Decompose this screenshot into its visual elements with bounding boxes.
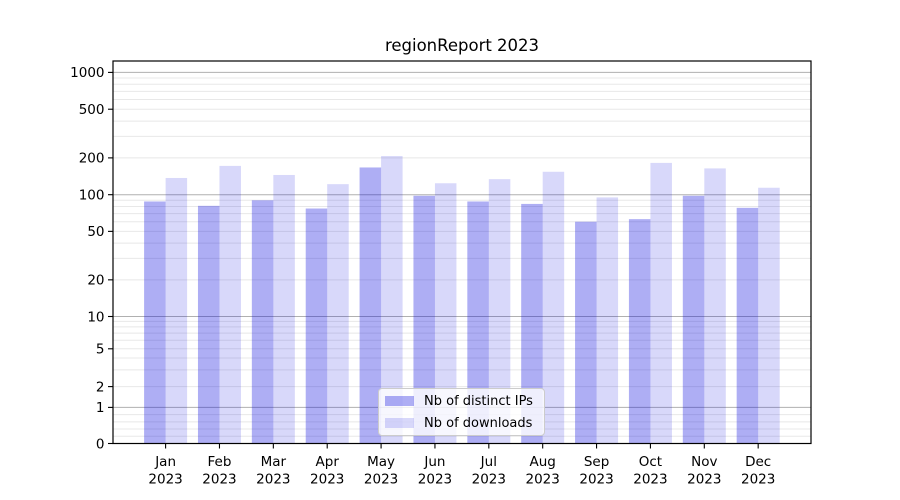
legend-swatch-downloads-icon (385, 417, 414, 429)
y-tick-label: 100 (79, 188, 105, 204)
x-tick-label-year: 2023 (256, 472, 290, 488)
x-tick-label-year: 2023 (687, 472, 721, 488)
x-tick-label-month: Jun (423, 454, 445, 470)
x-tick-label-year: 2023 (579, 472, 613, 488)
legend-label-distinct-ips: Nb of distinct IPs (424, 393, 533, 409)
y-tick-label: 5 (96, 342, 105, 358)
bar-downloads (596, 197, 619, 444)
bar-distinct-ips (251, 200, 274, 444)
bar-distinct-ips (575, 221, 597, 444)
bar-distinct-ips (413, 195, 435, 444)
x-tick-label-month: Dec (745, 454, 771, 470)
x-tick-label-year: 2023 (741, 472, 775, 488)
plot-border (112, 60, 812, 445)
x-tick-label-month: Aug (530, 454, 556, 470)
x-tick-label-year: 2023 (418, 472, 452, 488)
bar-downloads (381, 156, 403, 444)
x-tick-label-month: Oct (639, 454, 662, 470)
y-tick-label: 20 (87, 273, 104, 289)
bar-distinct-ips (197, 205, 220, 444)
bar-distinct-ips (467, 201, 489, 444)
y-tick-label: 1000 (70, 65, 104, 81)
y-tick-label: 2 (96, 379, 105, 395)
x-axis-ticks: Jan 2023 Feb 2023 Mar 2023 Apr 2023 May 2023 Jun 20… (148, 443, 775, 488)
x-tick-label-month: Apr (316, 454, 340, 470)
bar-downloads (434, 183, 457, 444)
chart-title: regionReport 2023 (384, 36, 540, 55)
y-tick-label: 0 (96, 436, 105, 452)
x-tick-label-month: Mar (261, 454, 287, 470)
x-tick-label-year: 2023 (633, 472, 667, 488)
x-tick-label-month: Sep (584, 454, 609, 470)
legend-swatch-distinct-ips-icon (385, 395, 414, 407)
bar-downloads (165, 177, 188, 444)
bar-downloads (542, 171, 565, 444)
bar-downloads (273, 174, 295, 444)
bar-downloads (488, 179, 511, 444)
y-tick-label: 1 (96, 400, 105, 416)
x-tick-label-year: 2023 (202, 472, 236, 488)
bar-downloads (219, 165, 241, 444)
y-tick-label: 10 (87, 309, 104, 325)
x-tick-label-month: Nov (691, 454, 717, 470)
bar-distinct-ips (628, 219, 651, 444)
y-tick-label: 500 (79, 102, 105, 118)
bar-distinct-ips (305, 208, 328, 444)
x-tick-label-year: 2023 (310, 472, 344, 488)
x-tick-label-month: May (367, 454, 395, 470)
bar-distinct-ips (682, 195, 705, 444)
legend-item-distinct-ips: Nb of distinct IPs (385, 392, 544, 410)
legend-item-downloads: Nb of downloads (385, 414, 544, 432)
x-tick-label-month: Jan (154, 454, 176, 470)
bar-distinct-ips (736, 207, 759, 444)
x-tick-label-year: 2023 (526, 472, 560, 488)
legend: Nb of distinct IPs Nb of downloads (378, 388, 545, 436)
bar-distinct-ips (521, 203, 543, 444)
bar-downloads (758, 187, 780, 444)
legend-label-downloads: Nb of downloads (424, 415, 533, 431)
bars-group (144, 156, 780, 444)
y-tick-label: 50 (87, 224, 104, 240)
bar-distinct-ips (359, 167, 382, 444)
bar-downloads (650, 162, 672, 444)
bar-downloads (704, 168, 726, 444)
x-tick-label-month: Feb (208, 454, 232, 470)
y-tick-label: 200 (79, 151, 105, 167)
bar-distinct-ips (144, 201, 166, 444)
x-tick-label-year: 2023 (364, 472, 398, 488)
x-tick-label-month: Jul (480, 454, 497, 470)
bar-downloads (327, 184, 349, 444)
x-tick-label-year: 2023 (472, 472, 506, 488)
x-tick-label-year: 2023 (148, 472, 182, 488)
